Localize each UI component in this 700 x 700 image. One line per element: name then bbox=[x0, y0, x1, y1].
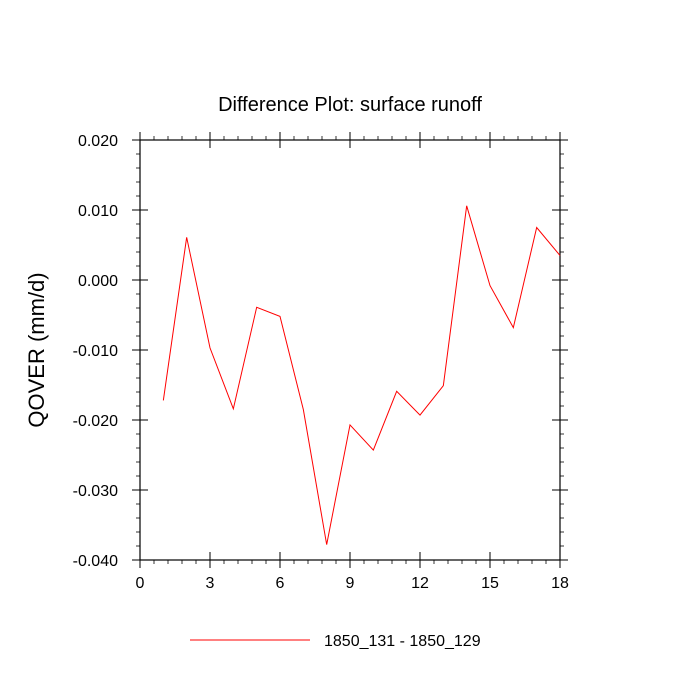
x-tick-label: 12 bbox=[411, 575, 429, 592]
chart-title: Difference Plot: surface runoff bbox=[218, 94, 482, 116]
y-tick-label: 0.010 bbox=[78, 203, 118, 220]
axis-ticks bbox=[132, 132, 568, 568]
x-tick-label: 0 bbox=[136, 575, 145, 592]
y-tick-label: 0.020 bbox=[78, 133, 118, 150]
y-tick-label: -0.030 bbox=[73, 483, 118, 500]
y-axis-label: QOVER (mm/d) bbox=[24, 272, 49, 427]
series-line bbox=[162, 205, 561, 545]
x-tick-label: 15 bbox=[481, 575, 499, 592]
x-tick-label: 6 bbox=[276, 575, 285, 592]
legend: 1850_131 - 1850_129 bbox=[190, 633, 481, 650]
x-tick-label: 9 bbox=[346, 575, 355, 592]
y-tick-label: -0.010 bbox=[73, 343, 118, 360]
y-tick-label: 0.000 bbox=[78, 273, 118, 290]
x-tick-label: 18 bbox=[551, 575, 569, 592]
y-tick-label: -0.040 bbox=[73, 553, 118, 570]
legend-label: 1850_131 - 1850_129 bbox=[324, 633, 481, 650]
axis-tick-labels: 0 3 6 9 12 15 18 -0.040 -0.030 -0.020 -0.010 0.000 0… bbox=[73, 133, 569, 592]
x-tick-label: 3 bbox=[206, 575, 215, 592]
y-tick-label: -0.020 bbox=[73, 413, 118, 430]
plot-frame bbox=[139, 139, 561, 561]
